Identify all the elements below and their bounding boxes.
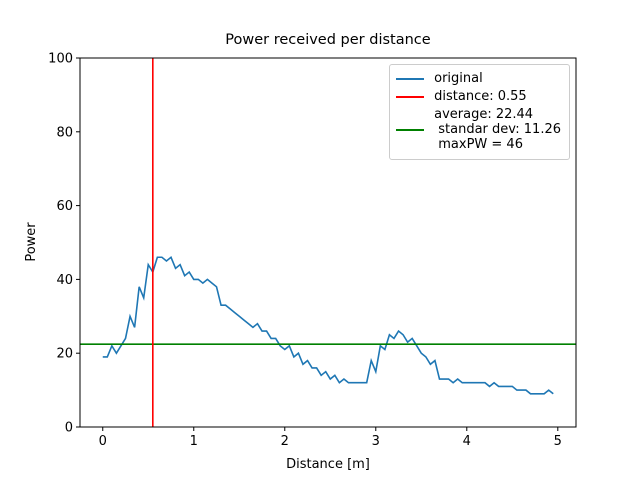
legend-swatch	[396, 128, 425, 131]
y-tick-label: 0	[65, 421, 73, 436]
x-tick-label: 3	[372, 434, 380, 449]
legend-swatch	[396, 95, 425, 98]
legend-label: original	[434, 71, 483, 86]
legend: original distance: 0.55 average: 22.44 sta…	[389, 64, 570, 160]
x-tick-label: 5	[554, 434, 562, 449]
x-tick-label: 2	[281, 434, 289, 449]
legend-entry: original	[396, 71, 561, 86]
x-tick-label: 1	[190, 434, 198, 449]
legend-label: average: 22.44 standar dev: 11.26 maxPW …	[434, 107, 561, 152]
x-axis-label: Distance [m]	[286, 457, 370, 472]
legend-label: distance: 0.55	[434, 89, 527, 104]
y-tick-label: 100	[48, 52, 73, 67]
y-tick-label: 20	[56, 347, 73, 362]
x-tick-label: 4	[463, 434, 471, 449]
chart-title: Power received per distance	[225, 32, 430, 48]
legend-entry: average: 22.44 standar dev: 11.26 maxPW …	[396, 107, 561, 152]
x-tick-label: 0	[99, 434, 107, 449]
y-axis-label: Power	[24, 222, 39, 262]
plot-frame	[79, 57, 577, 428]
legend-swatch	[396, 77, 425, 80]
y-tick-label: 80	[56, 125, 73, 140]
data-line	[102, 255, 554, 395]
y-tick-label: 60	[56, 199, 73, 214]
y-tick-label: 40	[56, 273, 73, 288]
legend-entry: distance: 0.55	[396, 89, 561, 104]
